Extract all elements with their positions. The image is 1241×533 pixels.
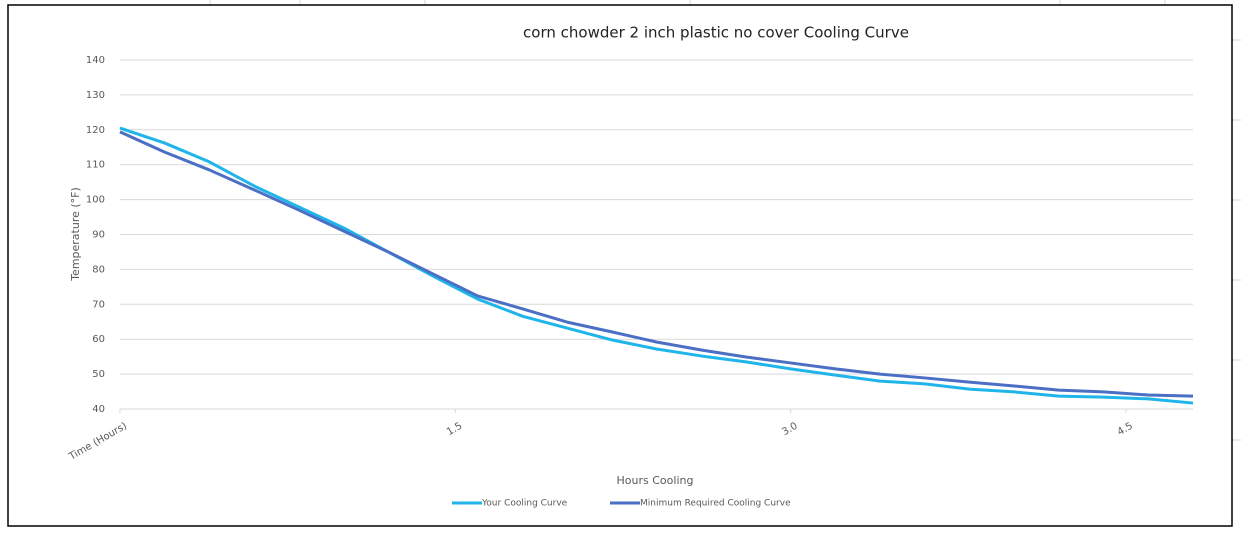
chart-frame	[7, 4, 1233, 527]
legend-label: Your Cooling Curve	[481, 499, 568, 509]
series-line	[119, 126, 1194, 405]
chart-title: corn chowder 2 inch plastic no cover Coo…	[523, 24, 909, 42]
series-line	[119, 130, 1194, 398]
y-tick-label: 70	[92, 299, 105, 310]
y-axis-title: Temperature (°F)	[69, 187, 82, 282]
y-tick-label: 60	[92, 334, 105, 345]
legend-label: Minimum Required Cooling Curve	[640, 499, 791, 509]
y-tick-label: 120	[86, 125, 105, 136]
sheet-grid	[209, 0, 1241, 441]
y-tick-label: 100	[86, 195, 105, 206]
x-axis-title: Hours Cooling	[617, 474, 694, 487]
y-tick-label: 110	[86, 160, 105, 171]
y-tick-label: 140	[86, 55, 105, 66]
y-tick-label: 130	[86, 90, 105, 101]
y-tick-label: 90	[92, 230, 105, 241]
y-tick-label: 50	[92, 369, 105, 380]
y-tick-label: 80	[92, 264, 105, 275]
y-tick-label: 40	[92, 404, 105, 415]
